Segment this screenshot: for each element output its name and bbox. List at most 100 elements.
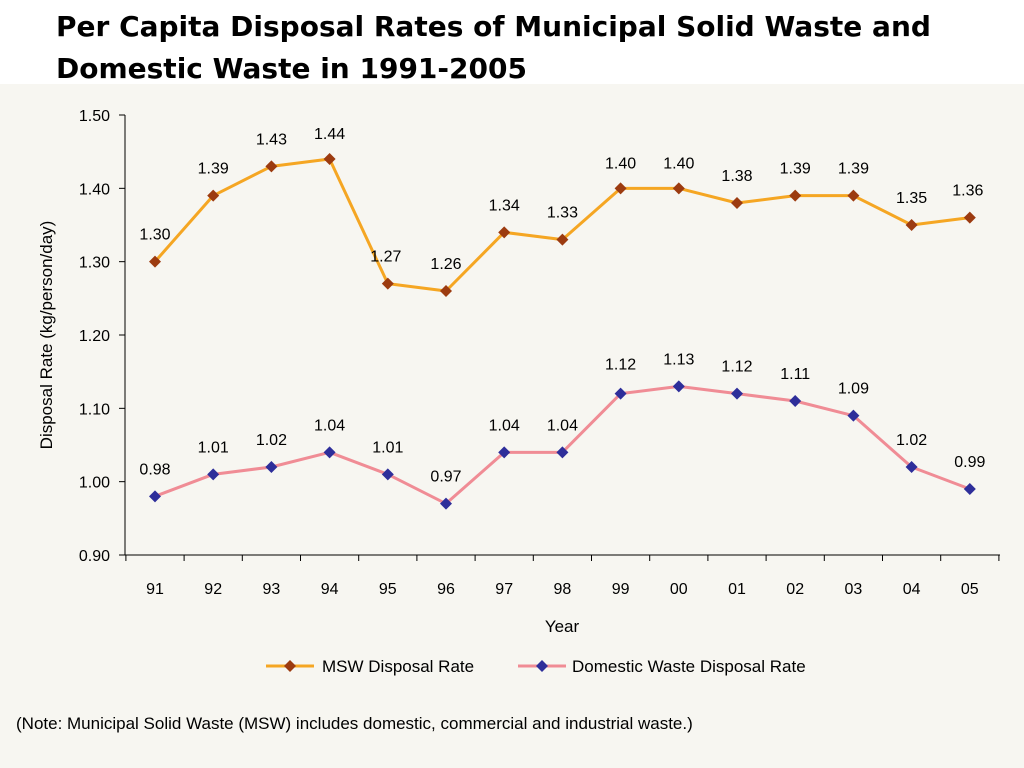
- data-label-domestic: 1.09: [838, 381, 869, 398]
- y-tick-label: 0.90: [79, 548, 110, 565]
- legend-label: Domestic Waste Disposal Rate: [572, 657, 806, 676]
- x-tick-label: 02: [786, 581, 804, 598]
- series-msw: 1.30 1.39 1.43 1.44 1.27 1.26 1.34 1.33 1.40 1.40…: [139, 126, 983, 297]
- series-layer: 1.30 1.39 1.43 1.44 1.27 1.26 1.34 1.33 1.40 1.40…: [139, 126, 985, 510]
- legend-label: MSW Disposal Rate: [322, 657, 474, 676]
- data-point-msw: [556, 233, 569, 246]
- x-tick-label: 98: [554, 581, 572, 598]
- data-label-domestic: 1.02: [256, 432, 287, 449]
- data-point-msw: [905, 219, 918, 231]
- y-tick-label: 1.40: [79, 181, 110, 198]
- data-point-msw: [149, 255, 161, 268]
- data-label-domestic: 1.01: [198, 439, 229, 456]
- data-point-msw: [381, 277, 394, 290]
- y-tick-label: 1.30: [79, 255, 110, 272]
- legend-item-msw: MSW Disposal Rate: [266, 657, 474, 676]
- data-point-msw: [672, 182, 685, 195]
- data-label-domestic: 1.12: [605, 357, 636, 374]
- data-label-msw: 1.39: [838, 161, 869, 178]
- data-label-domestic: 1.12: [721, 359, 752, 376]
- x-tick-label: 96: [437, 581, 455, 598]
- x-tick-label: 92: [204, 581, 222, 598]
- data-label-domestic: 0.97: [430, 469, 461, 486]
- data-label-msw: 1.43: [256, 131, 287, 148]
- data-label-msw: 1.40: [605, 155, 636, 172]
- data-point-domestic: [207, 468, 220, 481]
- data-point-msw: [963, 211, 976, 224]
- y-tick-label: 1.10: [79, 401, 110, 418]
- x-tick-label: 04: [903, 581, 921, 598]
- x-tick-label: 95: [379, 581, 397, 598]
- data-label-domestic: 1.04: [314, 417, 345, 434]
- x-tick-label: 05: [961, 581, 979, 598]
- data-point-msw: [440, 285, 452, 297]
- chart-panel: 0.90 1.00 1.10 1.20 1.30 1.40 1.50 91 92 93 94 95 9…: [0, 84, 1024, 768]
- x-tick-label: 97: [495, 581, 513, 598]
- data-point-domestic: [731, 387, 743, 400]
- chart-axes: [124, 115, 1000, 556]
- data-label-msw: 1.26: [430, 256, 461, 273]
- x-axis-ticks: 91 92 93 94 95 96 97 98 99 00 01 02 03 04 05: [125, 555, 1000, 598]
- data-label-msw: 1.39: [198, 161, 229, 178]
- x-tick-label: 91: [146, 581, 164, 598]
- data-point-domestic: [905, 461, 918, 473]
- data-label-domestic: 1.02: [896, 432, 927, 449]
- x-axis-title: Year: [545, 617, 580, 636]
- data-point-msw: [614, 182, 627, 195]
- data-point-msw: [789, 189, 802, 202]
- legend-swatch-marker: [536, 660, 548, 672]
- x-tick-label: 01: [728, 581, 746, 598]
- y-tick-label: 1.50: [79, 108, 110, 125]
- data-point-domestic: [672, 380, 685, 393]
- data-point-domestic: [556, 446, 569, 459]
- data-point-domestic: [149, 490, 161, 503]
- data-label-domestic: 1.01: [372, 439, 403, 456]
- data-point-domestic: [789, 395, 802, 407]
- x-tick-label: 93: [263, 581, 281, 598]
- data-label-msw: 1.30: [139, 227, 170, 244]
- data-point-domestic: [614, 387, 627, 400]
- legend-item-domestic: Domestic Waste Disposal Rate: [518, 657, 806, 676]
- data-point-domestic: [498, 446, 511, 459]
- data-point-domestic: [440, 497, 452, 510]
- chart-legend: MSW Disposal Rate Domestic Waste Disposal…: [266, 657, 806, 676]
- x-tick-label: 99: [612, 581, 630, 598]
- data-point-domestic: [381, 468, 394, 481]
- data-label-msw: 1.38: [721, 168, 752, 185]
- data-label-domestic: 1.13: [663, 351, 694, 368]
- data-label-msw: 1.34: [489, 197, 520, 214]
- data-label-domestic: 0.98: [139, 461, 170, 478]
- data-point-msw: [323, 153, 336, 165]
- data-label-domestic: 0.99: [954, 454, 985, 471]
- data-label-domestic: 1.04: [547, 417, 578, 434]
- x-tick-label: 03: [845, 581, 863, 598]
- data-point-domestic: [265, 461, 278, 473]
- y-tick-label: 1.00: [79, 475, 110, 492]
- data-label-msw: 1.33: [547, 205, 578, 222]
- data-point-msw: [265, 160, 278, 173]
- data-point-msw: [207, 189, 220, 202]
- data-label-msw: 1.40: [663, 155, 694, 172]
- data-label-domestic: 1.11: [780, 366, 810, 383]
- data-point-msw: [731, 197, 743, 209]
- footnote: (Note: Municipal Solid Waste (MSW) inclu…: [16, 714, 693, 733]
- y-axis-ticks: 0.90 1.00 1.10 1.20 1.30 1.40 1.50: [79, 108, 125, 565]
- x-tick-label: 94: [321, 581, 339, 598]
- data-label-msw: 1.36: [952, 183, 983, 200]
- data-label-msw: 1.44: [314, 126, 345, 143]
- y-axis-title: Disposal Rate (kg/person/day): [37, 221, 56, 450]
- data-label-msw: 1.27: [370, 249, 401, 266]
- data-point-domestic: [847, 409, 860, 422]
- x-tick-label: 00: [670, 581, 688, 598]
- data-point-msw: [847, 189, 860, 202]
- data-point-msw: [498, 226, 511, 239]
- data-label-msw: 1.39: [780, 161, 811, 178]
- data-label-domestic: 1.04: [489, 417, 520, 434]
- page-title: Per Capita Disposal Rates of Municipal S…: [56, 10, 931, 85]
- y-tick-label: 1.20: [79, 328, 110, 345]
- data-label-msw: 1.35: [896, 190, 927, 207]
- line-chart: 0.901.001.101.201.301.401.50 91 92 93 94 95 9…: [37, 108, 1000, 676]
- series-line-msw: [153, 157, 970, 293]
- series-domestic: 0.98 1.01 1.02 1.04 1.01 0.97 1.04 1.04 1.12 1.13…: [139, 351, 985, 510]
- legend-swatch-marker: [284, 660, 296, 672]
